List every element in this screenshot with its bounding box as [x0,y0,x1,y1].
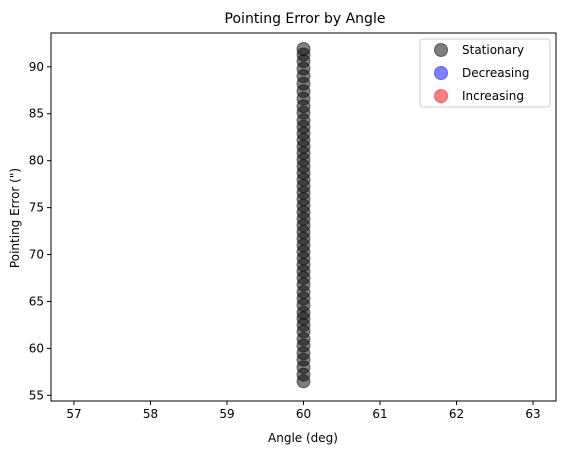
x-tick-label: 63 [525,407,540,421]
x-tick-label: 59 [219,407,234,421]
y-tick-label: 80 [29,154,44,168]
chart-title: Pointing Error by Angle [225,11,386,27]
x-axis-label: Angle (deg) [268,431,338,445]
scatter-points [296,41,311,389]
y-tick-label: 90 [29,60,44,74]
y-axis-label: Pointing Error (") [8,168,22,268]
x-tick-label: 60 [296,407,311,421]
legend-label-stationary: Stationary [462,43,524,57]
legend-marker-stationary [434,43,448,57]
legend: Stationary Decreasing Increasing [419,38,551,108]
legend-label-decreasing: Decreasing [462,66,529,80]
legend-box [419,38,551,108]
legend-marker-increasing [434,89,448,103]
y-tick-label: 85 [29,107,44,121]
y-tick-label: 65 [29,294,44,308]
x-axis: 57 58 59 60 61 62 63 [66,401,541,421]
legend-label-increasing: Increasing [462,89,524,103]
y-axis: 55 60 65 70 75 80 85 90 [29,60,51,402]
y-tick-label: 55 [29,388,44,402]
y-tick-label: 75 [29,201,44,215]
x-tick-label: 58 [143,407,158,421]
y-tick-label: 60 [29,341,44,355]
x-tick-label: 61 [372,407,387,421]
y-tick-label: 70 [29,248,44,262]
legend-marker-decreasing [434,66,448,80]
x-tick-label: 57 [66,407,81,421]
x-tick-label: 62 [449,407,464,421]
data-point-stationary [296,41,311,56]
